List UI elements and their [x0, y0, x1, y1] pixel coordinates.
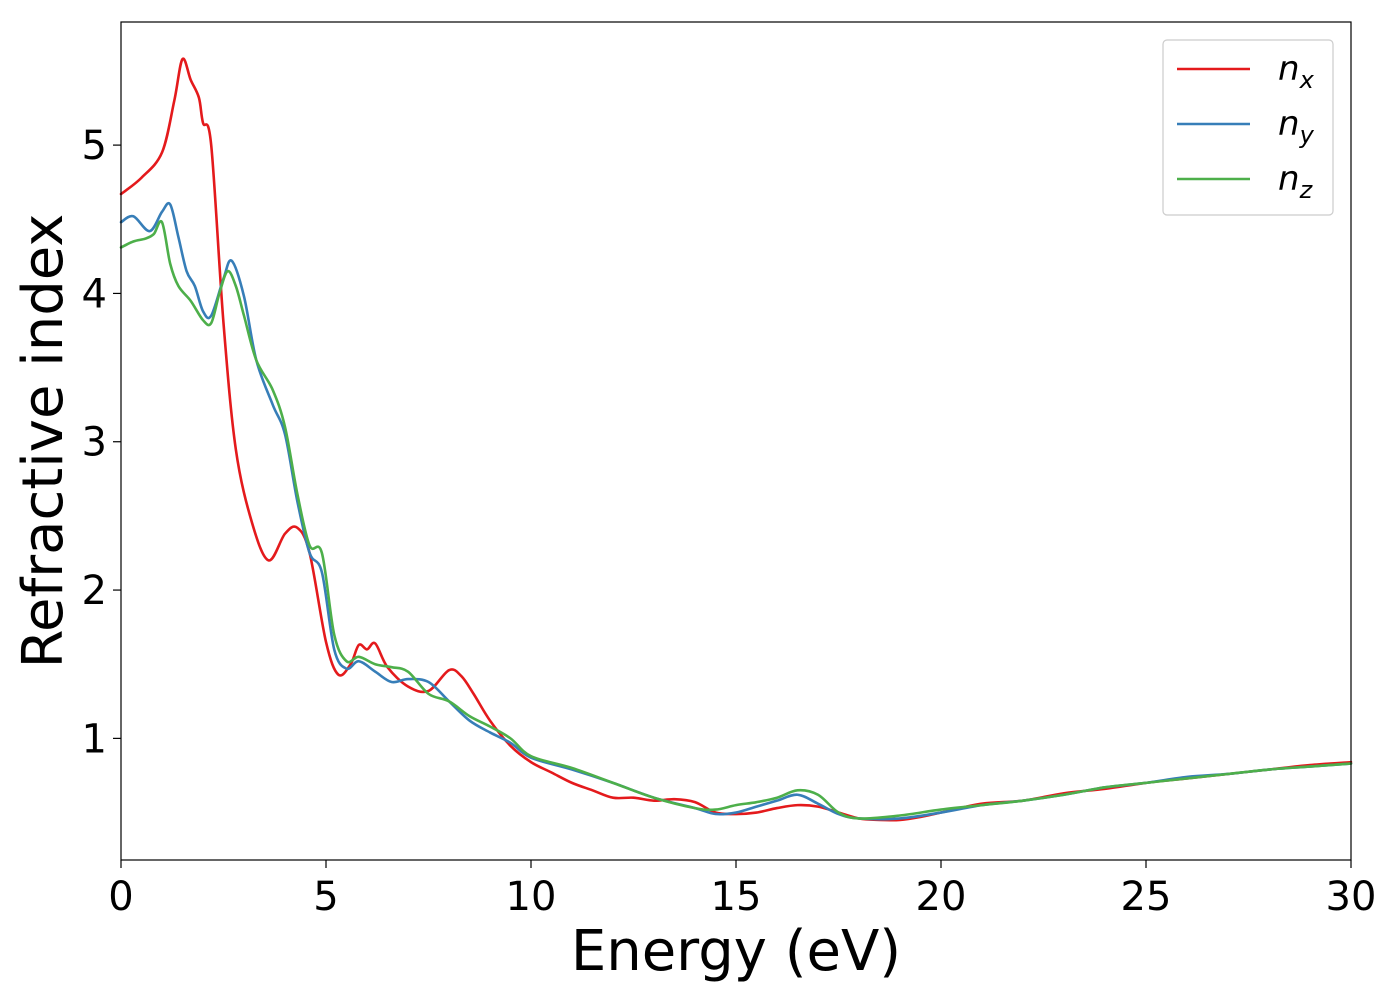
x-tick-label: 15: [711, 874, 762, 920]
y-tick-label: 4: [82, 271, 107, 317]
legend-label-subscript: x: [1299, 66, 1315, 94]
x-axis-ticks: 0 5 10 15 20 25 30: [108, 860, 1376, 920]
x-tick-label: 30: [1326, 874, 1377, 920]
legend-label-n-x: nx: [1278, 49, 1315, 94]
legend-label-n-z: nz: [1278, 159, 1314, 204]
series-line-n-y: [119, 201, 1353, 821]
legend-label-n-y: ny: [1278, 104, 1315, 149]
series-layer: [119, 57, 1353, 822]
x-tick-label: 0: [108, 874, 133, 920]
y-axis-ticks: 1 2 3 4 5: [82, 123, 121, 762]
legend-label-subscript: y: [1299, 121, 1315, 149]
y-axis-title: Refractive index: [11, 214, 76, 669]
legend-label-main: n: [1278, 104, 1300, 144]
legend-label-subscript: z: [1299, 176, 1314, 204]
y-tick-label: 3: [82, 420, 107, 466]
x-tick-label: 25: [1121, 874, 1172, 920]
legend-label-main: n: [1278, 159, 1300, 199]
x-tick-label: 10: [506, 874, 557, 920]
y-tick-label: 2: [82, 568, 107, 614]
y-tick-label: 5: [82, 123, 107, 169]
x-tick-label: 5: [313, 874, 338, 920]
x-tick-label: 20: [916, 874, 967, 920]
legend-label-main: n: [1278, 49, 1300, 89]
legend-frame: [1162, 39, 1334, 216]
y-tick-label: 1: [82, 716, 107, 762]
x-axis-title: Energy (eV): [571, 919, 901, 984]
series-line-n-z: [119, 219, 1353, 820]
